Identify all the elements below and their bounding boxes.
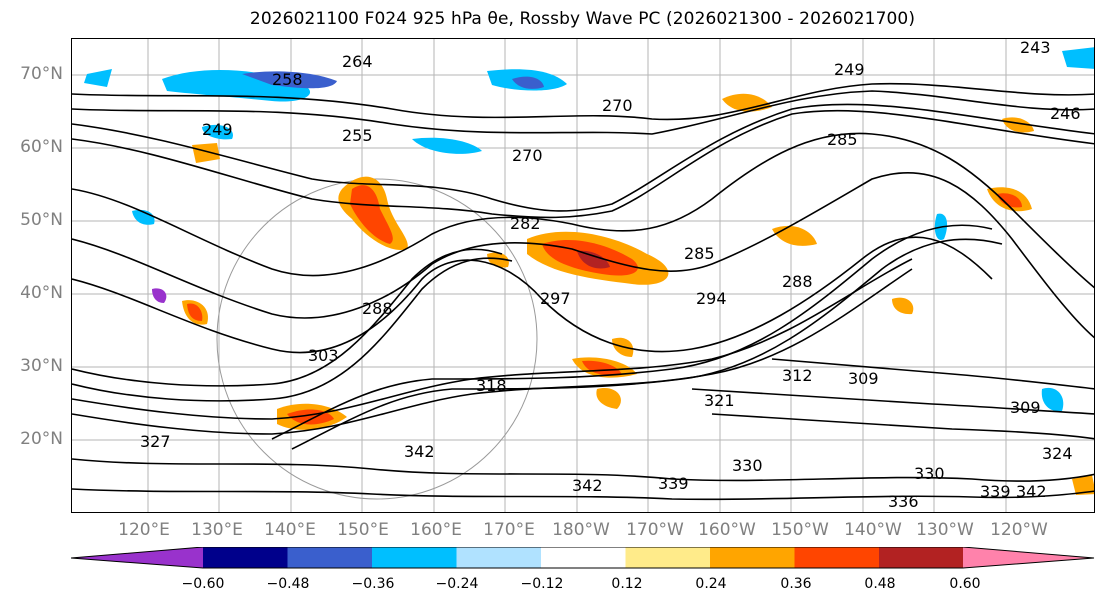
lon-label-120w: 120°W (990, 520, 1048, 540)
lon-label-160e: 160°E (410, 520, 462, 540)
colorbar-segment (71, 547, 203, 568)
lon-label-120e: 120°E (118, 520, 170, 540)
contour-label: 327 (140, 432, 171, 451)
contour-label: 339 (980, 482, 1011, 501)
colorbar-segment (879, 547, 964, 568)
contour-label: 288 (362, 299, 393, 318)
contour-label: 249 (202, 120, 233, 139)
colorbar-tick: 0.60 (949, 576, 981, 592)
colorbar-tick: 0.24 (695, 576, 727, 592)
colorbar-tick: −0.24 (435, 576, 479, 592)
colorbar-segment (541, 547, 626, 568)
lat-label-30n: 30°N (20, 356, 63, 376)
contour-label: 282 (510, 214, 541, 233)
contour-label: 264 (342, 52, 373, 71)
lon-label-140e: 140°E (264, 520, 316, 540)
colorbar-segment (963, 547, 1094, 568)
contour-label: 339 (658, 474, 689, 493)
theta-e-contours (72, 82, 1094, 501)
colorbar-tick: 0.48 (864, 576, 896, 592)
colorbar-tick: −0.60 (181, 576, 225, 592)
colorbar (71, 547, 1095, 569)
colorbar-segment (372, 547, 457, 568)
contour-label: 342 (1016, 482, 1047, 501)
contour-label: 246 (1050, 104, 1081, 123)
lon-label-130w: 130°W (916, 520, 974, 540)
contour-label: 285 (684, 244, 715, 263)
contour-label: 258 (272, 70, 303, 89)
contour-label: 321 (704, 391, 735, 410)
contour-label: 303 (308, 346, 339, 365)
lon-label-150e: 150°E (337, 520, 389, 540)
colorbar-segment (794, 547, 880, 568)
contour-label: 288 (782, 272, 813, 291)
lat-label-60n: 60°N (20, 137, 63, 157)
contour-label: 309 (1010, 398, 1041, 417)
contour-label: 318 (476, 376, 507, 395)
colorbar-tick: 0.36 (780, 576, 812, 592)
colorbar-segment (203, 547, 288, 568)
lat-label-40n: 40°N (20, 283, 63, 303)
contour-label: 243 (1020, 39, 1051, 57)
lon-label-180w: 180°W (552, 520, 610, 540)
contour-label: 249 (834, 60, 865, 79)
reference-circle (216, 178, 538, 500)
contour-label: 342 (404, 442, 435, 461)
contour-label: 255 (342, 126, 373, 145)
lon-label-170e: 170°E (483, 520, 535, 540)
colorbar-tick: −0.12 (520, 576, 564, 592)
contour-label: 294 (696, 289, 727, 308)
lon-label-130e: 130°E (191, 520, 243, 540)
colorbar-segment (456, 547, 542, 568)
colorbar-segment (625, 547, 711, 568)
lat-label-50n: 50°N (20, 210, 63, 230)
lon-label-160w: 160°W (698, 520, 756, 540)
colorbar-segment (287, 547, 373, 568)
theta-e-map: 243 249 246 264 258 270 255 249 270 282 … (72, 39, 1094, 512)
contour-label: 330 (914, 464, 945, 483)
contour-label: 336 (888, 492, 919, 511)
colorbar-segment (710, 547, 795, 568)
contour-label: 330 (732, 456, 763, 475)
lon-label-170w: 170°W (626, 520, 684, 540)
contour-label: 309 (848, 369, 879, 388)
contour-label: 312 (782, 366, 813, 385)
lat-label-20n: 20°N (20, 429, 63, 449)
map-panel: 243 249 246 264 258 270 255 249 270 282 … (71, 38, 1095, 513)
contour-labels: 243 249 246 264 258 270 255 249 270 282 … (140, 39, 1081, 511)
colorbar-tick: −0.36 (351, 576, 395, 592)
map-title: 2026021100 F024 925 hPa θe, Rossby Wave … (249, 9, 916, 29)
contour-label: 270 (602, 96, 633, 115)
contour-label: 270 (512, 146, 543, 165)
contour-label: 324 (1042, 444, 1073, 463)
colorbar-tick: −0.48 (266, 576, 310, 592)
colorbar-tick: 0.12 (611, 576, 643, 592)
lon-label-140w: 140°W (844, 520, 902, 540)
contour-label: 342 (572, 476, 603, 495)
lon-label-150w: 150°W (771, 520, 829, 540)
contour-label: 285 (827, 130, 858, 149)
contour-label: 297 (540, 289, 571, 308)
lat-label-70n: 70°N (20, 64, 63, 84)
